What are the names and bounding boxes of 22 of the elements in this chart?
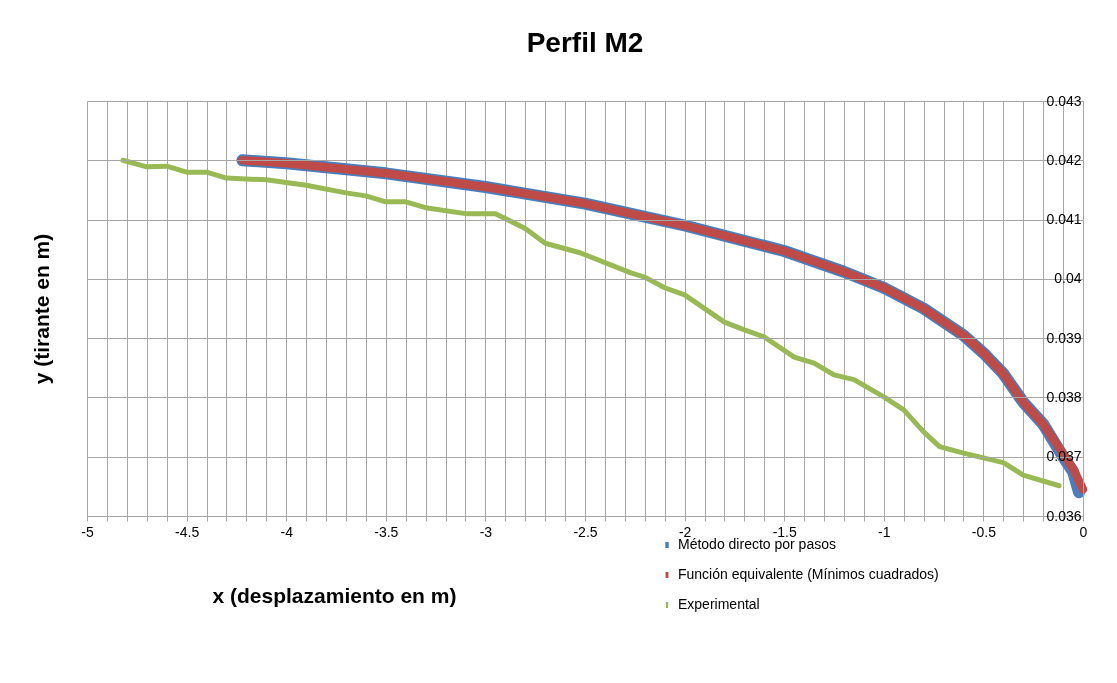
x-tick-label: -0.5	[971, 523, 997, 540]
y-tick-label: 0.039	[1046, 329, 1082, 346]
x-tick-label: -1	[878, 523, 891, 540]
legend-label: Experimental	[678, 596, 760, 612]
x-tick-label: -3	[479, 523, 493, 540]
y-tick-label: 0.04	[1054, 270, 1082, 287]
x-tick-label: 0	[1079, 523, 1088, 540]
x-tick-label: -2.5	[573, 523, 598, 540]
y-tick-label: 0.037	[1046, 448, 1082, 465]
x-axis-title: x (desplazamiento en m)	[212, 583, 457, 607]
x-tick-label: -4.5	[175, 523, 200, 540]
x-tick-label: -4	[280, 523, 294, 540]
legend-label: Función equivalente (Mínimos cuadrados)	[678, 566, 939, 582]
y-tick-label: 0.041	[1046, 211, 1082, 228]
x-tick-label: -3.5	[374, 523, 399, 540]
y-tick-label: 0.036	[1046, 507, 1082, 524]
y-axis-title: y (tirante en m)	[29, 233, 53, 385]
chart-title: Perfil M2	[526, 27, 644, 58]
y-tick-label: 0.043	[1046, 92, 1082, 109]
y-tick-label: 0.038	[1046, 388, 1082, 405]
y-tick-label: 0.042	[1046, 151, 1082, 168]
x-tick-label: -5	[81, 523, 94, 540]
